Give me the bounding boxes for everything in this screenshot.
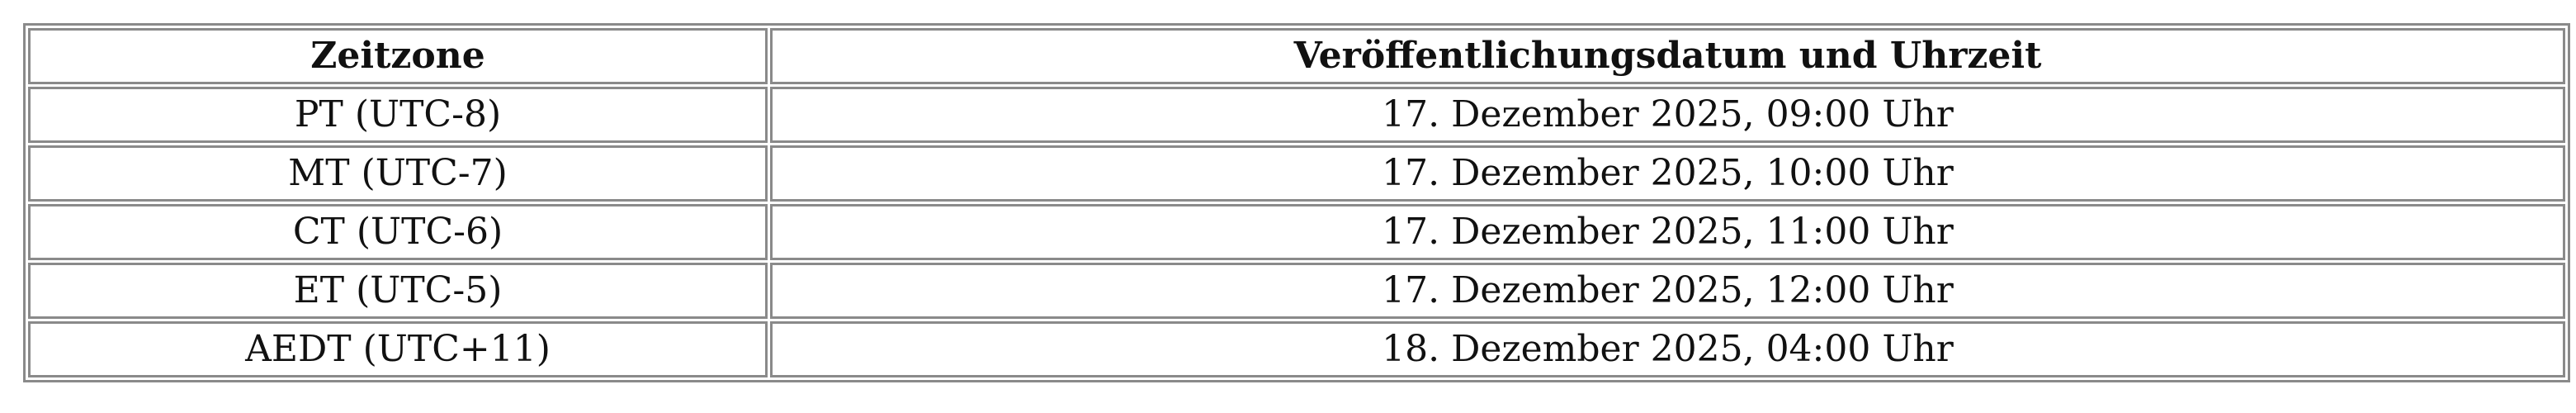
header-release-datetime: Veröffentlichungsdatum und Uhrzeit [770,28,2565,84]
timezone-cell: PT (UTC-8) [28,87,768,143]
timezone-cell: AEDT (UTC+11) [28,321,768,377]
header-row: Zeitzone Veröffentlichungsdatum und Uhrz… [28,28,2565,84]
datetime-cell: 17. Dezember 2025, 12:00 Uhr [770,263,2565,319]
datetime-cell: 18. Dezember 2025, 04:00 Uhr [770,321,2565,377]
timezone-cell: ET (UTC-5) [28,263,768,319]
table-row: ET (UTC-5) 17. Dezember 2025, 12:00 Uhr [28,263,2565,319]
table-row: PT (UTC-8) 17. Dezember 2025, 09:00 Uhr [28,87,2565,143]
table-row: CT (UTC-6) 17. Dezember 2025, 11:00 Uhr [28,204,2565,260]
datetime-cell: 17. Dezember 2025, 10:00 Uhr [770,145,2565,202]
header-timezone: Zeitzone [28,28,768,84]
timezone-cell: MT (UTC-7) [28,145,768,202]
datetime-cell: 17. Dezember 2025, 11:00 Uhr [770,204,2565,260]
table-row: MT (UTC-7) 17. Dezember 2025, 10:00 Uhr [28,145,2565,202]
timezone-cell: CT (UTC-6) [28,204,768,260]
table-row: AEDT (UTC+11) 18. Dezember 2025, 04:00 U… [28,321,2565,377]
release-times-table: Zeitzone Veröffentlichungsdatum und Uhrz… [23,23,2570,382]
datetime-cell: 17. Dezember 2025, 09:00 Uhr [770,87,2565,143]
